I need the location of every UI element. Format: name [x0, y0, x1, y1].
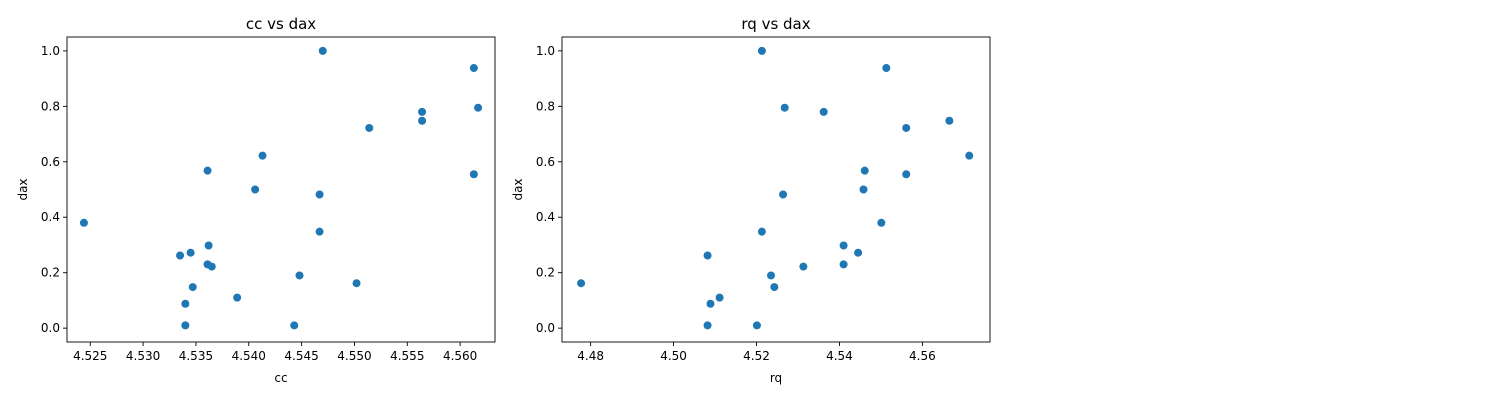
- y-tick-label: 0.2: [41, 266, 60, 280]
- data-point: [474, 103, 483, 112]
- y-axis-label: dax: [16, 178, 30, 200]
- data-point: [176, 251, 185, 260]
- y-tick-label: 0.0: [41, 321, 60, 335]
- x-axis-label: cc: [274, 371, 287, 385]
- data-point: [859, 185, 868, 194]
- data-point: [839, 241, 848, 250]
- y-axis-label: dax: [511, 178, 525, 200]
- data-point: [79, 218, 88, 227]
- x-tick-label: 4.525: [73, 349, 107, 363]
- data-point: [204, 241, 213, 250]
- y-tick-label: 1.0: [41, 44, 60, 58]
- x-tick-label: 4.535: [179, 349, 213, 363]
- data-point: [469, 170, 478, 179]
- data-point: [757, 227, 766, 236]
- data-point: [469, 64, 478, 73]
- data-point: [251, 185, 260, 194]
- data-point: [965, 151, 974, 160]
- data-point: [418, 107, 427, 116]
- y-tick-label: 0.2: [536, 266, 555, 280]
- data-point: [577, 279, 586, 288]
- data-point: [258, 151, 267, 160]
- data-point: [902, 170, 911, 179]
- chart-title: rq vs dax: [741, 15, 810, 33]
- x-tick-label: 4.550: [337, 349, 371, 363]
- scatter-panel-1: cc vs dax 4.525 4.530 4.535 4.540 4.545 4.550 4…: [16, 15, 496, 385]
- data-point: [819, 107, 828, 116]
- data-point: [770, 283, 779, 292]
- data-point: [181, 321, 190, 330]
- data-point: [854, 248, 863, 257]
- x-tick-label: 4.50: [660, 349, 687, 363]
- x-tick-label: 4.56: [909, 349, 936, 363]
- data-point: [365, 123, 374, 132]
- data-point: [780, 103, 789, 112]
- data-point: [703, 321, 712, 330]
- data-point: [703, 251, 712, 260]
- data-point: [882, 64, 891, 73]
- data-point: [352, 279, 361, 288]
- y-tick-label: 0.6: [41, 155, 60, 169]
- data-point: [767, 271, 776, 280]
- y-tick-label: 0.4: [41, 210, 60, 224]
- data-point: [181, 299, 190, 308]
- data-point: [715, 293, 724, 302]
- data-point: [203, 166, 212, 175]
- y-tick-label: 0.6: [536, 155, 555, 169]
- data-point: [290, 321, 299, 330]
- data-point: [945, 116, 954, 125]
- data-point: [799, 262, 808, 271]
- data-point: [706, 299, 715, 308]
- data-point: [318, 46, 327, 55]
- y-tick-label: 0.8: [41, 99, 60, 113]
- axes-frame: [66, 36, 496, 343]
- x-tick-label: 4.540: [232, 349, 266, 363]
- x-tick-label: 4.555: [390, 349, 424, 363]
- y-tick-label: 1.0: [536, 44, 555, 58]
- data-point: [207, 262, 216, 271]
- data-point: [902, 123, 911, 132]
- x-tick-label: 4.545: [284, 349, 318, 363]
- data-point: [315, 227, 324, 236]
- x-axis-label: rq: [770, 371, 782, 385]
- data-point: [877, 218, 886, 227]
- x-tick-label: 4.560: [443, 349, 477, 363]
- data-point: [839, 260, 848, 269]
- y-tick-label: 0.8: [536, 99, 555, 113]
- data-point: [757, 46, 766, 55]
- x-tick-label: 4.54: [826, 349, 853, 363]
- y-tick-label: 0.4: [536, 210, 555, 224]
- data-point: [418, 116, 427, 125]
- axes-frame: [561, 36, 991, 343]
- data-point: [295, 271, 304, 280]
- chart-title: cc vs dax: [246, 15, 316, 33]
- data-point: [186, 248, 195, 257]
- data-point: [752, 321, 761, 330]
- y-tick-label: 0.0: [536, 321, 555, 335]
- data-point: [779, 190, 788, 199]
- x-tick-label: 4.530: [126, 349, 160, 363]
- scatter-panel-2: rq vs dax 4.48 4.50 4.52 4.54 4.56 0.0 0.2 0.4 0.…: [511, 15, 991, 385]
- x-tick-label: 4.48: [577, 349, 604, 363]
- data-point: [233, 293, 242, 302]
- x-tick-label: 4.52: [743, 349, 770, 363]
- data-point: [315, 190, 324, 199]
- data-point: [188, 283, 197, 292]
- data-point: [860, 166, 869, 175]
